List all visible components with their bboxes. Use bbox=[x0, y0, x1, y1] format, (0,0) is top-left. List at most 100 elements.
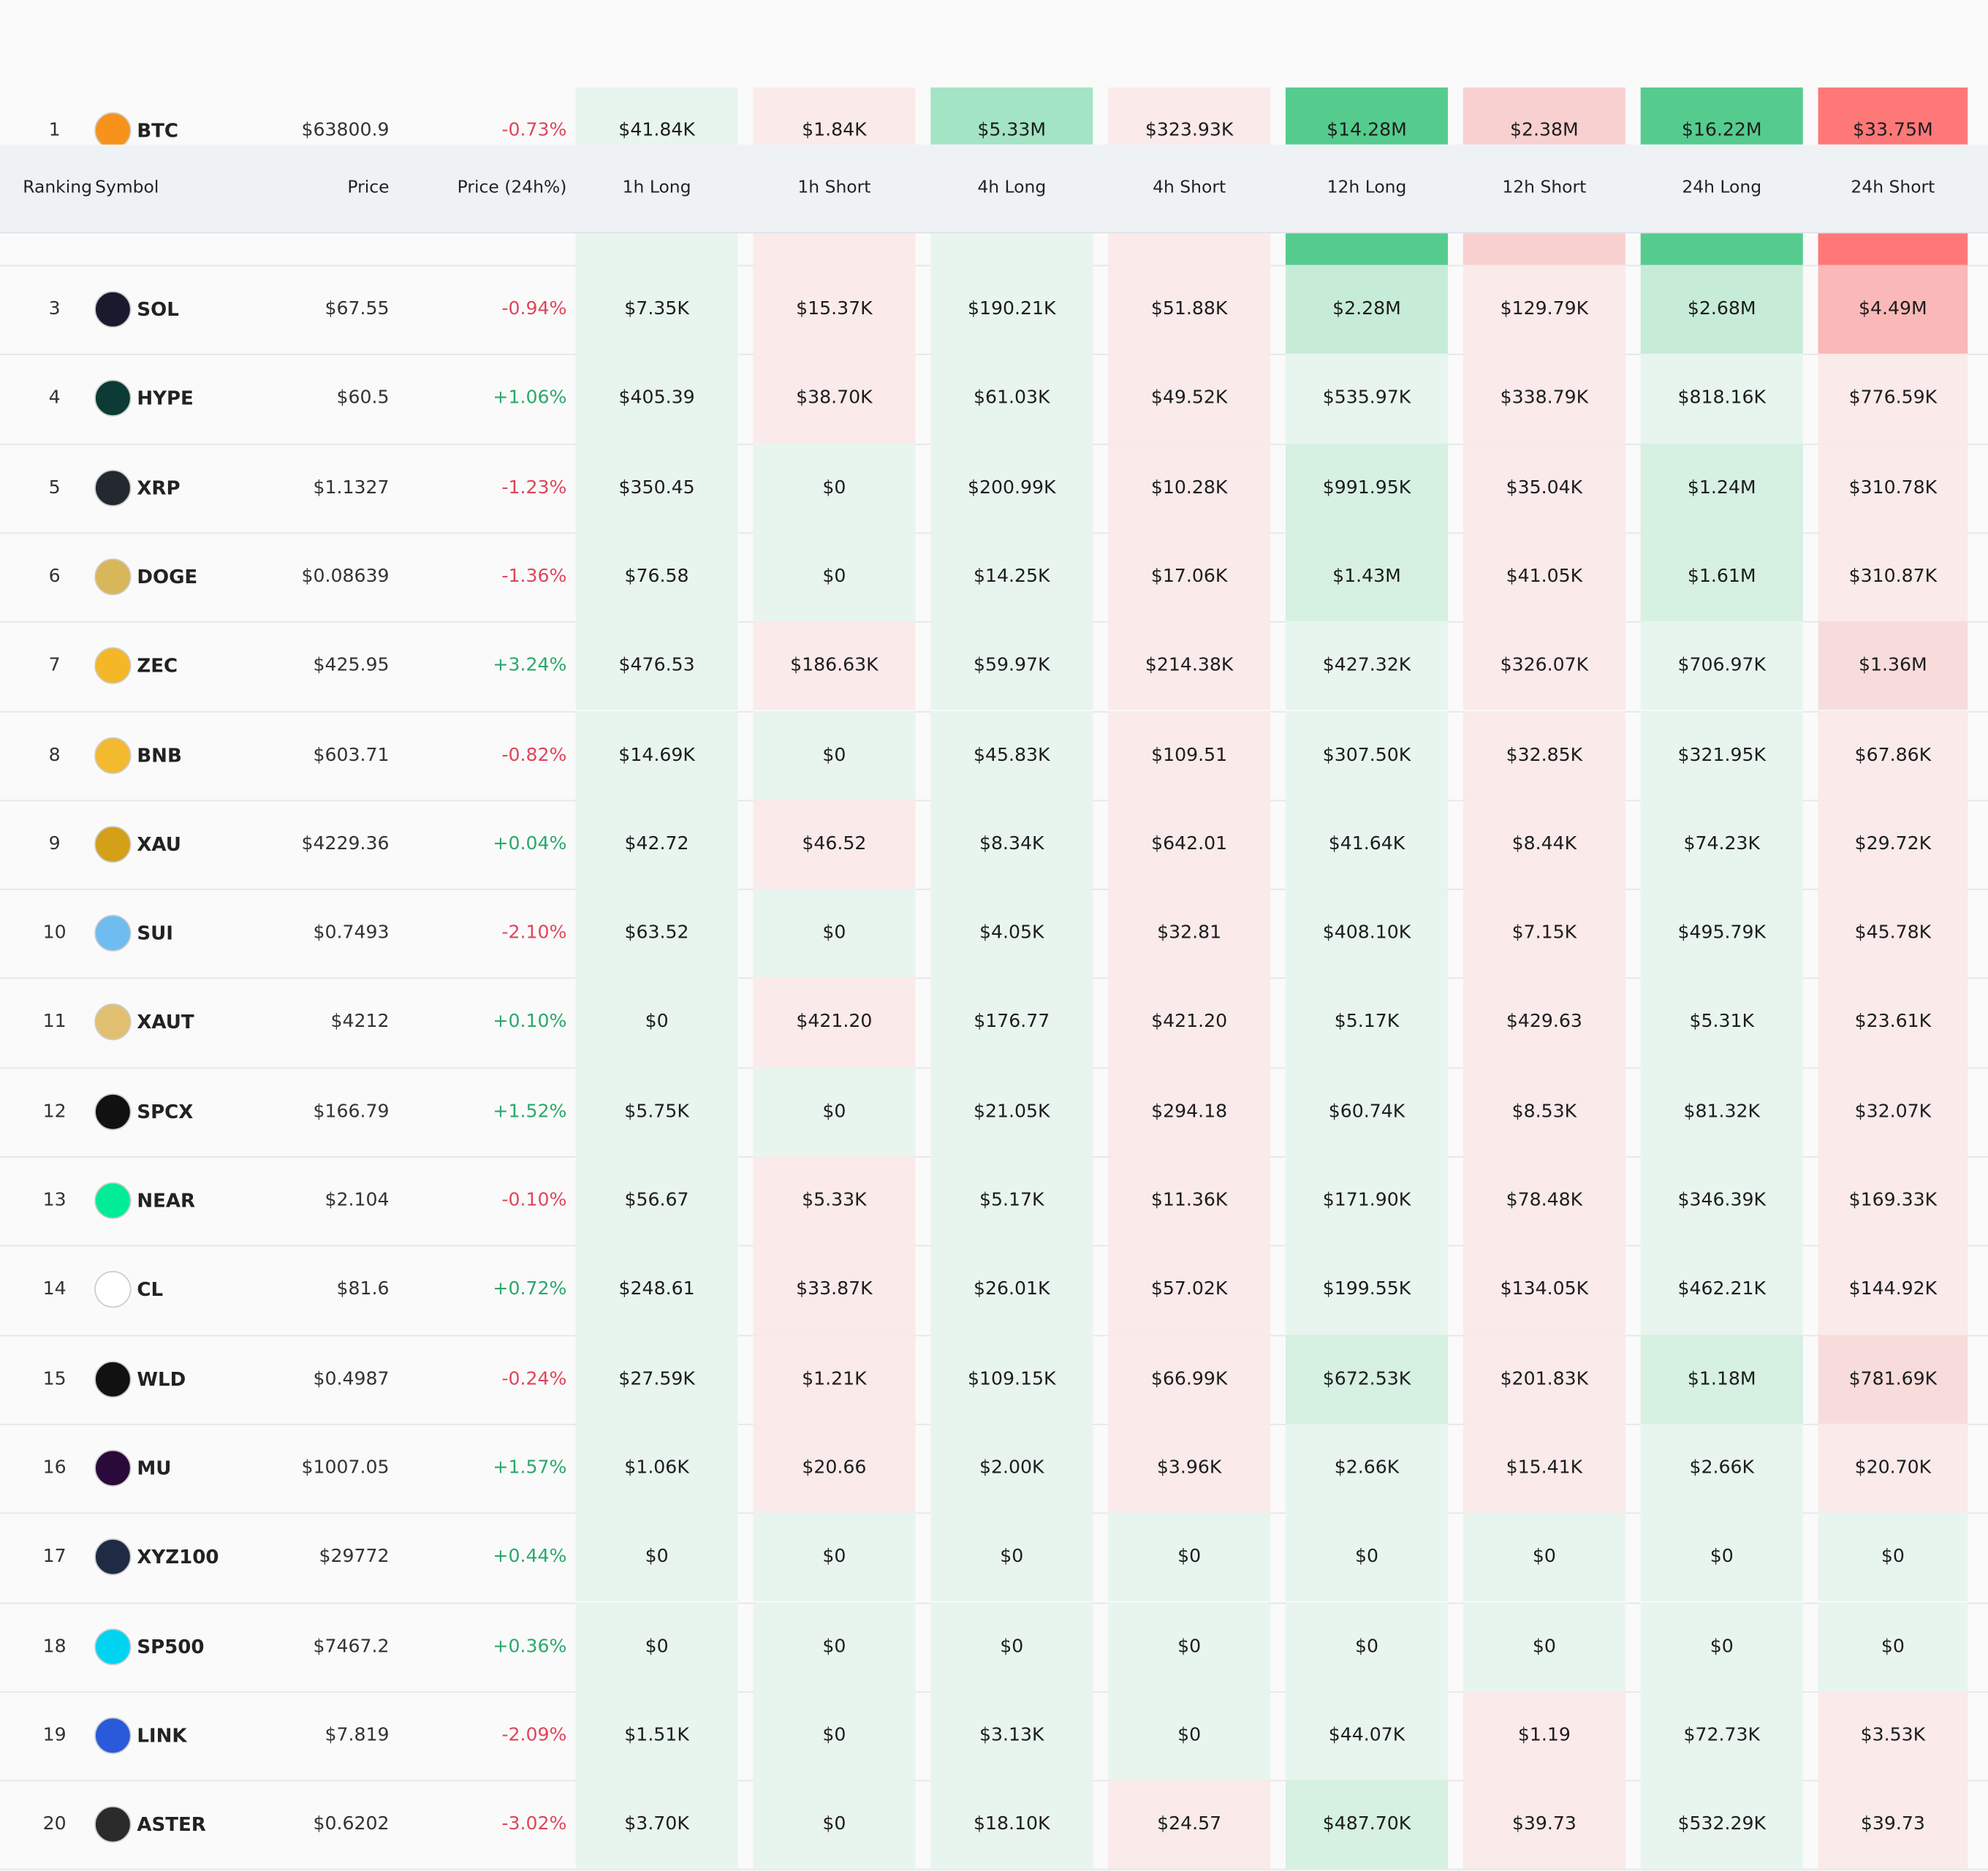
cell-bg bbox=[1285, 1245, 1449, 1335]
cell-bg bbox=[575, 1067, 738, 1157]
rank: 4 bbox=[48, 388, 61, 409]
cell-bg bbox=[1462, 354, 1625, 444]
price: $7467.2 bbox=[313, 1636, 390, 1657]
liquidation-value: $8.34K bbox=[979, 834, 1044, 854]
liquidation-value: $41.05K bbox=[1506, 566, 1583, 587]
cell-bg bbox=[930, 1245, 1093, 1335]
liquidation-value: $190.21K bbox=[968, 299, 1056, 320]
cell-bg bbox=[930, 1780, 1093, 1870]
cell-bg bbox=[930, 232, 1093, 265]
liquidation-value: $535.97K bbox=[1322, 388, 1411, 409]
cell-bg bbox=[753, 978, 916, 1068]
liquidation-value: $76.58 bbox=[624, 566, 689, 587]
cell-bg bbox=[1818, 1334, 1968, 1424]
cell-bg bbox=[930, 443, 1093, 533]
liquidation-value: $991.95K bbox=[1322, 477, 1411, 498]
liquidation-value: $0 bbox=[1881, 1546, 1905, 1568]
coin-icon bbox=[94, 291, 132, 328]
column-header: 12h Short bbox=[1502, 177, 1587, 198]
cell-bg bbox=[753, 532, 916, 622]
cell-bg bbox=[1108, 532, 1271, 622]
liquidation-value: $109.51 bbox=[1151, 745, 1228, 765]
price-change: -2.10% bbox=[501, 923, 567, 944]
liquidation-value: $0 bbox=[1000, 1636, 1024, 1657]
liquidation-value: $33.75M bbox=[1853, 120, 1933, 141]
liquidation-value: $11.36K bbox=[1150, 1190, 1228, 1211]
price-change: +0.10% bbox=[493, 1012, 567, 1033]
cell-bg bbox=[930, 621, 1093, 711]
cell-bg bbox=[930, 532, 1093, 622]
cell-bg bbox=[1818, 1512, 1968, 1602]
liquidation-value: $310.87K bbox=[1848, 566, 1938, 587]
cell-bg bbox=[1818, 265, 1968, 354]
liquidation-value: $78.48K bbox=[1506, 1190, 1583, 1211]
liquidation-value: $323.93K bbox=[1145, 120, 1234, 141]
liquidation-value: $214.38K bbox=[1145, 656, 1234, 676]
cell-bg bbox=[1462, 1156, 1625, 1245]
liquidation-value: $5.17K bbox=[1334, 1012, 1400, 1033]
coin-icon bbox=[94, 1717, 132, 1754]
cell-bg bbox=[1640, 443, 1803, 533]
cell-bg bbox=[753, 1334, 916, 1424]
price-change: -2.09% bbox=[501, 1725, 567, 1746]
liquidation-value: $3.13K bbox=[979, 1725, 1044, 1746]
cell-bg bbox=[1108, 1690, 1271, 1780]
cell-bg bbox=[930, 889, 1093, 979]
column-header: 12h Long bbox=[1327, 177, 1407, 198]
liquidation-value: $0 bbox=[1177, 1725, 1202, 1746]
liquidation-value: $41.84K bbox=[618, 120, 695, 141]
price-change: -0.73% bbox=[501, 120, 567, 141]
rank: 17 bbox=[42, 1546, 67, 1568]
symbol: SUI bbox=[137, 922, 173, 945]
cell-bg bbox=[753, 1690, 916, 1780]
cell-bg bbox=[1108, 1601, 1271, 1691]
cell-bg bbox=[1640, 710, 1803, 800]
price: $1.1327 bbox=[313, 477, 390, 498]
cell-bg bbox=[1818, 1067, 1968, 1157]
liquidation-value: $476.53 bbox=[618, 656, 695, 676]
cell-bg bbox=[930, 1512, 1093, 1602]
liquidation-value: $0 bbox=[1881, 1636, 1905, 1657]
liquidation-value: $16.22M bbox=[1681, 120, 1762, 141]
rank: 18 bbox=[42, 1636, 67, 1657]
liquidation-value: $15.41K bbox=[1506, 1457, 1583, 1479]
cell-bg bbox=[1640, 621, 1803, 711]
cell-bg bbox=[1462, 265, 1625, 354]
liquidation-value: $781.69K bbox=[1848, 1368, 1938, 1389]
liquidation-value: $0 bbox=[822, 923, 846, 944]
price-change: -0.94% bbox=[501, 299, 567, 320]
liquidation-value: $0 bbox=[1710, 1546, 1734, 1568]
symbol: SP500 bbox=[137, 1634, 205, 1658]
symbol: BTC bbox=[137, 119, 179, 143]
price-change: +0.44% bbox=[493, 1546, 567, 1568]
cell-bg bbox=[753, 621, 916, 711]
liquidation-value: $2.66K bbox=[1334, 1457, 1400, 1479]
rank: 8 bbox=[48, 745, 61, 765]
liquidation-value: $14.25K bbox=[974, 566, 1050, 587]
cell-bg bbox=[1285, 978, 1449, 1068]
liquidation-value: $81.32K bbox=[1683, 1101, 1760, 1122]
cell-bg bbox=[575, 1690, 738, 1780]
cell-bg bbox=[1285, 1334, 1449, 1424]
liquidation-value: $0 bbox=[1710, 1636, 1734, 1657]
cell-bg bbox=[1818, 1245, 1968, 1335]
liquidation-value: $56.67 bbox=[624, 1190, 689, 1211]
cell-bg bbox=[575, 232, 738, 265]
cell-bg bbox=[1285, 443, 1449, 533]
coin-icon bbox=[94, 1093, 132, 1130]
cell-bg bbox=[1108, 1334, 1271, 1424]
liquidation-value: $421.20 bbox=[1151, 1012, 1228, 1033]
liquidation-value: $0 bbox=[645, 1636, 669, 1657]
cell-bg bbox=[575, 1423, 738, 1513]
cell-bg bbox=[1462, 443, 1625, 533]
symbol: XAU bbox=[137, 832, 181, 856]
coin-icon bbox=[94, 1271, 132, 1308]
column-header: 4h Long bbox=[977, 177, 1047, 198]
rank: 9 bbox=[48, 834, 61, 854]
price: $67.55 bbox=[325, 299, 390, 320]
liquidation-value: $0 bbox=[1354, 1546, 1379, 1568]
cell-bg bbox=[1818, 232, 1968, 265]
cell-bg bbox=[575, 354, 738, 444]
liquidation-value: $38.70K bbox=[796, 388, 873, 409]
coin-icon bbox=[94, 1538, 132, 1576]
